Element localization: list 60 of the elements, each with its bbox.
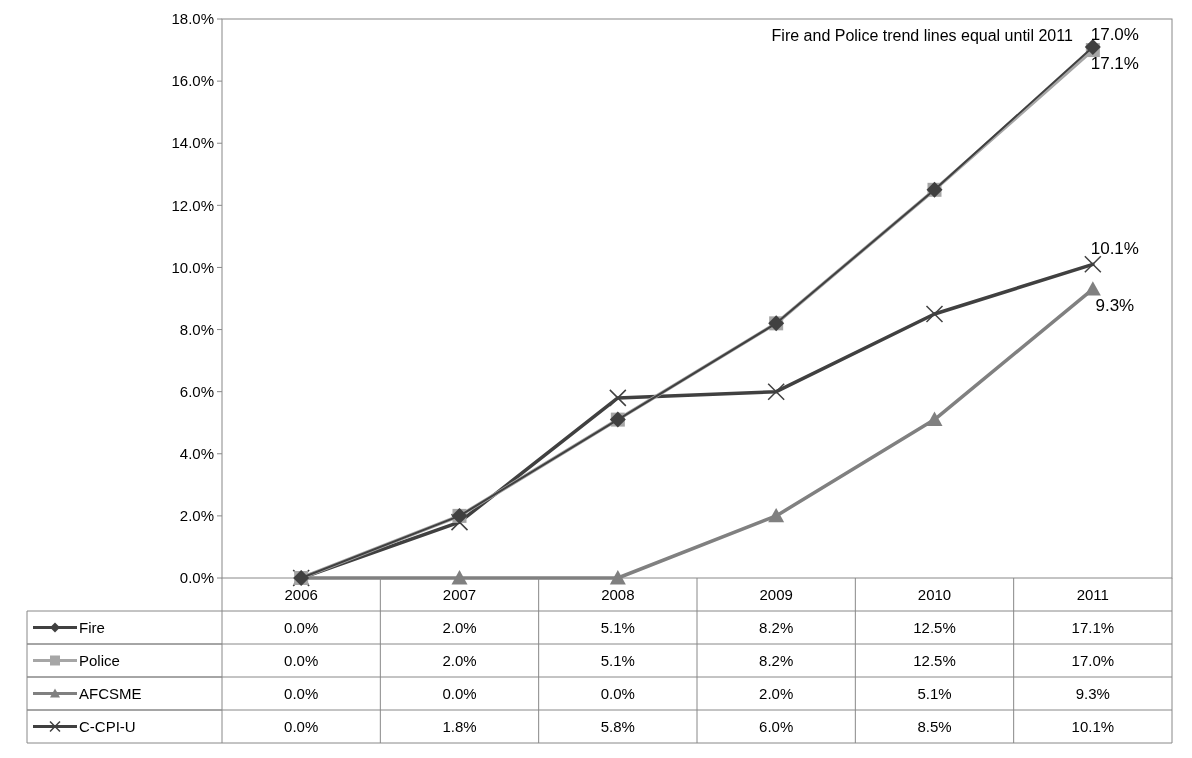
data-label: 10.1% (1071, 717, 1115, 735)
annotation: 10.1% (1090, 239, 1139, 259)
y-tick-label: 8.0% (179, 320, 214, 338)
data-label: 0.0% (284, 651, 319, 669)
data-label: 0.0% (284, 717, 319, 735)
annotation: 17.1% (1090, 53, 1139, 73)
data-label: 8.5% (917, 717, 952, 735)
point (451, 570, 468, 585)
data-label: 2.0% (759, 684, 794, 702)
point (768, 507, 785, 523)
data-label: 17.0% (1071, 651, 1115, 669)
data-label: 0.0% (284, 618, 319, 636)
point (1084, 38, 1101, 55)
y-tick-label: 2.0% (179, 507, 214, 525)
data-label: 2.0% (442, 651, 477, 669)
point (926, 411, 943, 427)
data-label: 9.3% (1075, 684, 1110, 702)
y-tick-label: 10.0% (171, 258, 214, 276)
data-label: 8.2% (759, 618, 794, 636)
x-tick-label: 2010 (917, 585, 952, 603)
point (925, 305, 944, 323)
y-tick-label: 12.0% (171, 196, 214, 214)
point (767, 382, 785, 401)
data-label: 12.5% (913, 651, 956, 669)
data-label: 5.8% (600, 717, 635, 735)
annotation: 9.3% (1095, 296, 1135, 316)
data-label: 0.0% (600, 684, 635, 702)
point (1084, 255, 1102, 274)
data-label: 1.8% (442, 717, 477, 735)
annotation: 17.0% (1090, 25, 1139, 45)
legend-label: AFCSME (79, 684, 142, 702)
data-label: 8.2% (759, 651, 794, 669)
legend-label: C-CPI-U (79, 717, 136, 735)
data-label: 5.1% (917, 684, 952, 702)
data-label: 6.0% (759, 717, 794, 735)
y-tick-label: 4.0% (179, 445, 214, 463)
y-tick-label: 14.0% (171, 134, 214, 152)
point (609, 570, 626, 585)
data-label: 0.0% (284, 684, 319, 702)
y-tick-label: 16.0% (171, 72, 214, 90)
x-tick-label: 2008 (601, 585, 635, 603)
data-label: 12.5% (913, 618, 956, 636)
point (450, 513, 469, 531)
y-tick-label: 18.0% (171, 10, 214, 28)
x-tick-label: 2006 (284, 585, 318, 603)
x-tick-label: 2011 (1076, 585, 1109, 603)
data-label: 5.1% (600, 651, 635, 669)
data-label: 2.0% (442, 618, 477, 636)
point (1084, 281, 1101, 296)
point (609, 389, 627, 407)
y-tick-label: 0.0% (179, 569, 214, 587)
data-label: 17.1% (1071, 618, 1115, 636)
legend-label: Police (79, 651, 120, 669)
data-label: 0.0% (442, 684, 477, 702)
annotation: Fire and Police trend lines equal until 2011 (771, 27, 1073, 44)
legend-label: Fire (79, 618, 105, 636)
data-label: 5.1% (600, 618, 635, 636)
y-tick-label: 6.0% (179, 382, 214, 400)
x-tick-label: 2007 (442, 585, 477, 603)
x-tick-label: 2009 (759, 585, 793, 603)
